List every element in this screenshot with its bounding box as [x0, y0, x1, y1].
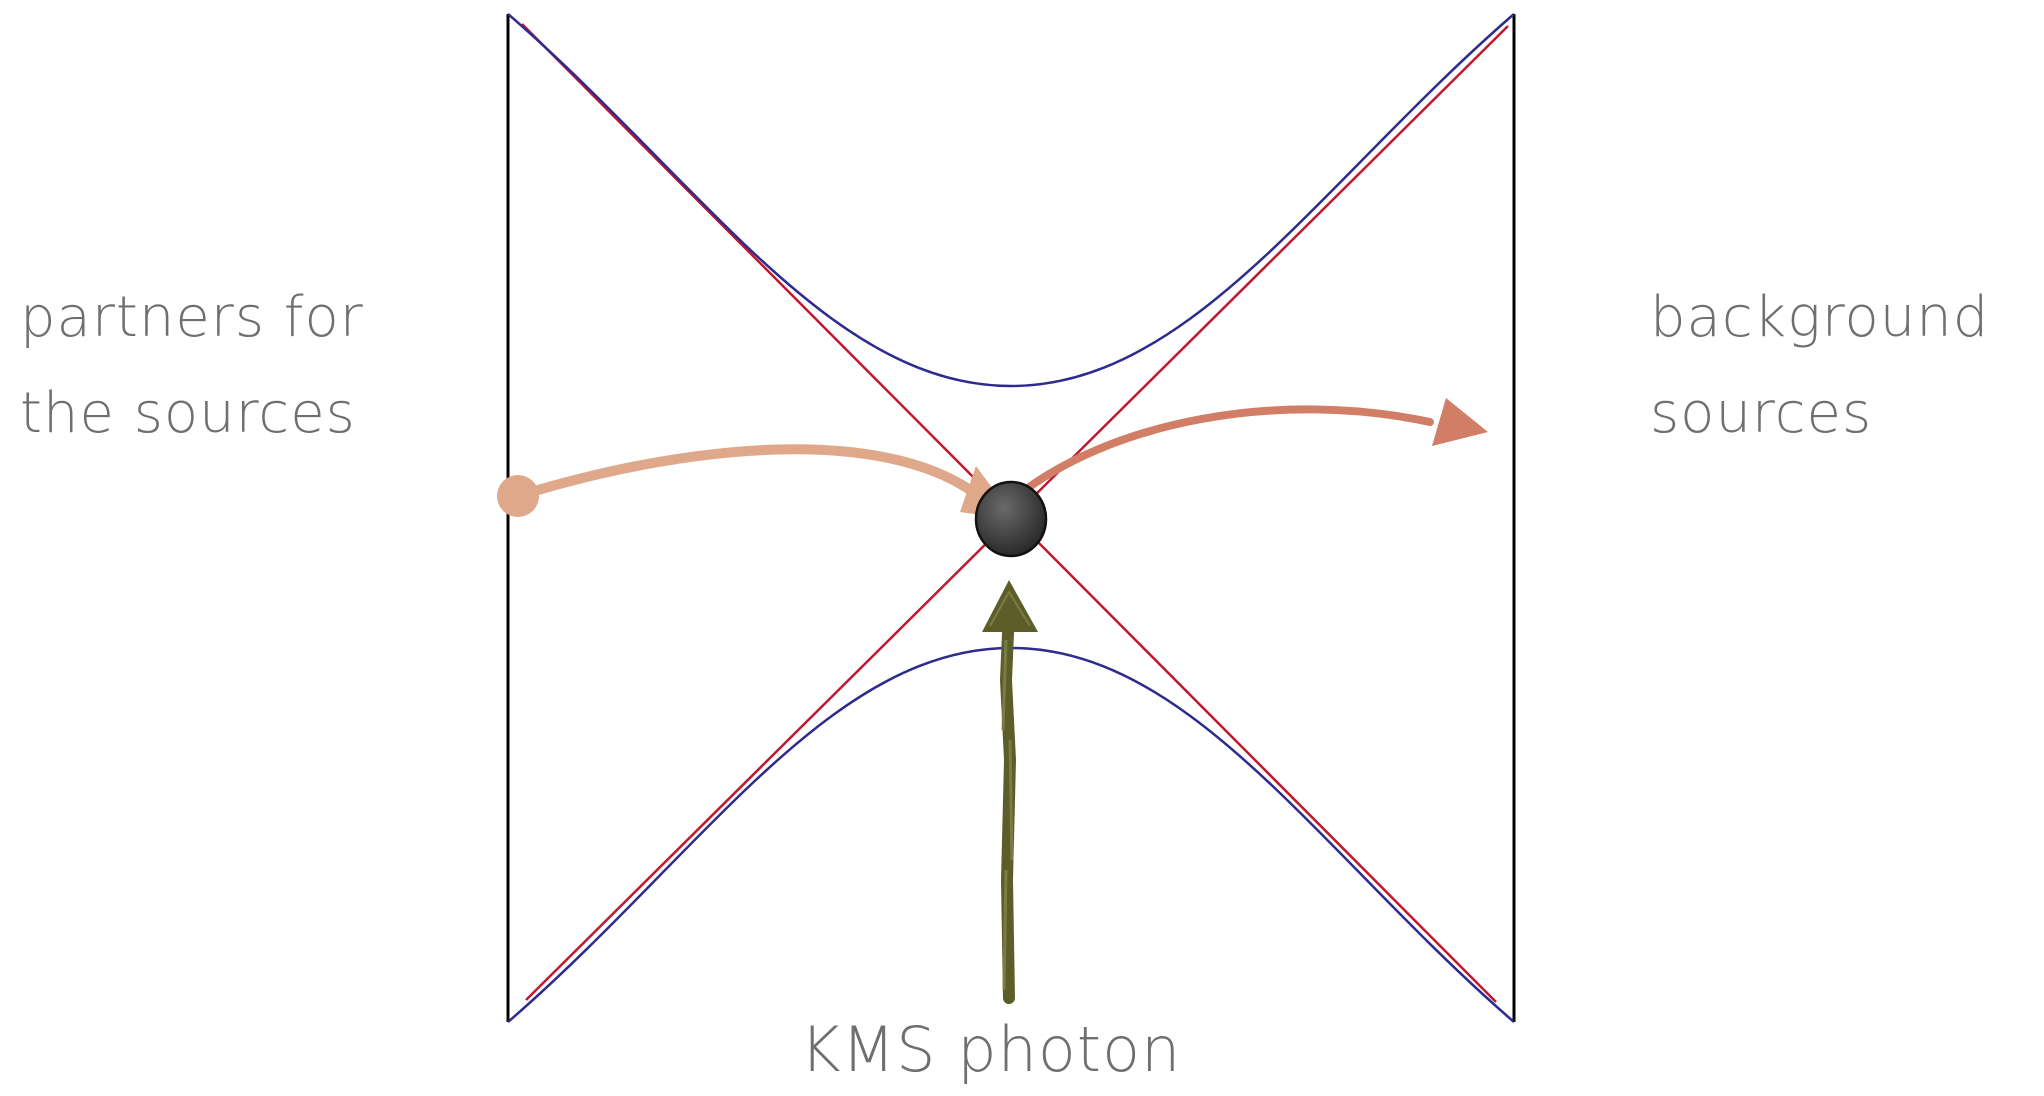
partners-label-line2: the sources	[20, 381, 356, 446]
background-label-line2: sources	[1650, 381, 1873, 446]
central-particle	[974, 480, 1048, 558]
partner-arrow	[513, 444, 975, 501]
kms-photon-label: KMS photon	[800, 1010, 1181, 1090]
partner-source-dot	[497, 475, 539, 517]
kms-photon-arrowhead	[982, 580, 1038, 632]
kms-photon-shaft-texture	[1001, 639, 1014, 991]
kms-arrowhead-texture	[989, 590, 1031, 627]
partners-label-line1: partners for	[20, 285, 364, 350]
upper-hyperbola	[507, 13, 1515, 388]
background-arrow	[1008, 405, 1434, 504]
background-label: background sources	[1650, 270, 1989, 462]
background-arrowhead	[1432, 398, 1488, 446]
background-label-line1: background	[1650, 285, 1990, 350]
kms-photon-label-text: KMS photon	[800, 1013, 1182, 1086]
kms-photon-shaft	[999, 604, 1017, 1004]
partners-label: partners for the sources	[20, 270, 364, 462]
